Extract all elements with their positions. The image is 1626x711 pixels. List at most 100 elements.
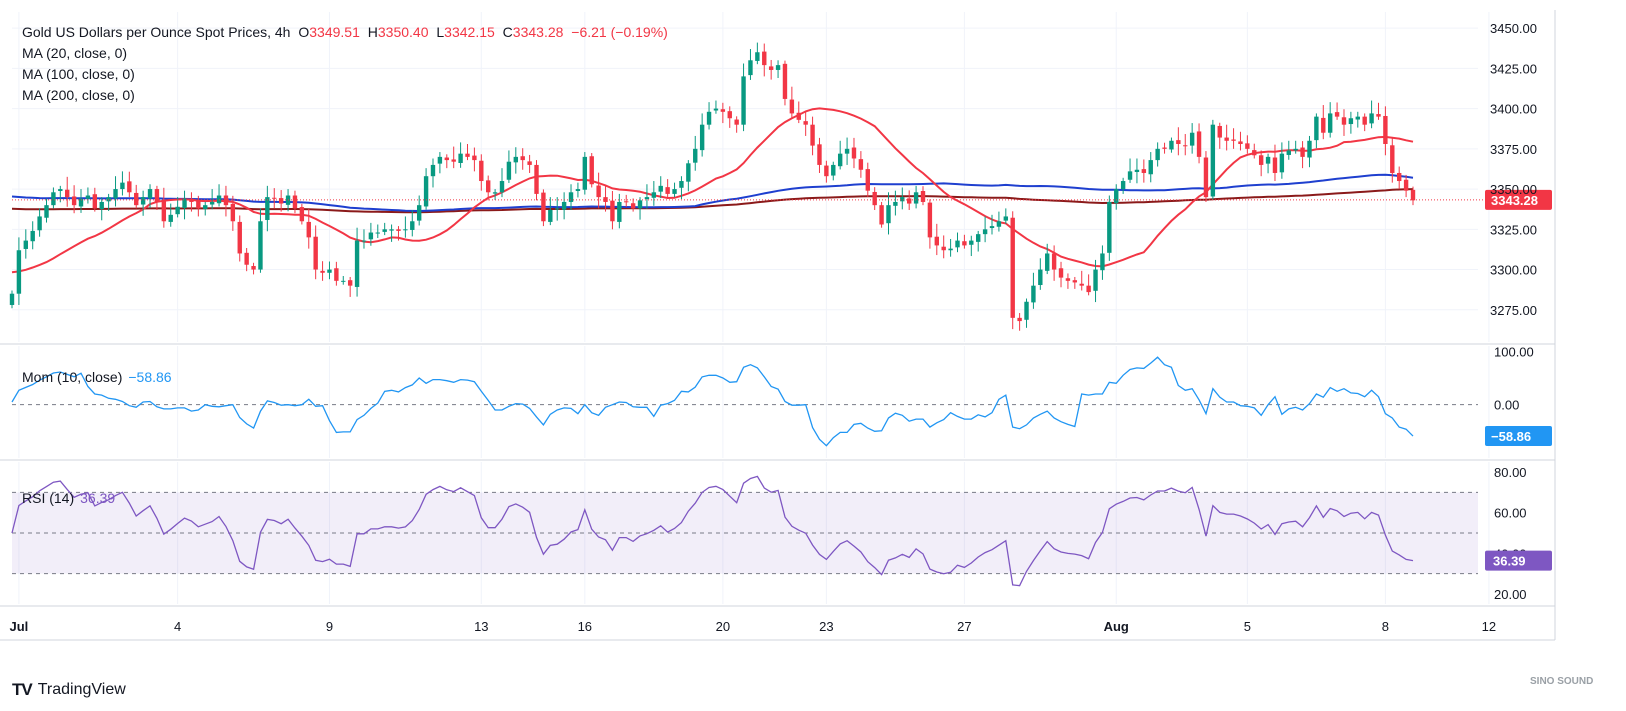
candle-body — [1279, 153, 1285, 173]
candle — [154, 185, 160, 210]
candle — [686, 160, 691, 192]
candle — [1314, 113, 1319, 149]
candle — [182, 190, 187, 220]
candle — [1079, 270, 1084, 291]
candle — [1058, 261, 1064, 288]
candle — [416, 195, 422, 226]
candle-body — [996, 221, 1002, 227]
candle-body — [1010, 217, 1015, 318]
candle-body — [755, 52, 760, 61]
candle-body — [230, 203, 236, 222]
price-axis-tick: 3400.00 — [1490, 102, 1537, 117]
candle-body — [92, 194, 98, 209]
candle-body — [1176, 140, 1181, 144]
candle — [844, 137, 850, 165]
candle — [147, 184, 153, 209]
candle-body — [306, 221, 311, 238]
tradingview-branding[interactable]: TV TradingView — [12, 680, 126, 700]
candle — [1127, 158, 1133, 183]
time-axis-tick: 16 — [578, 619, 592, 634]
candle-body — [1327, 113, 1333, 133]
candle-body — [368, 232, 374, 240]
candle-body — [575, 189, 581, 192]
candle-body — [1210, 124, 1216, 197]
candle-body — [1155, 148, 1160, 161]
candle — [1141, 159, 1147, 183]
candle-body — [23, 240, 29, 249]
candle — [996, 211, 1002, 232]
candle — [1403, 174, 1409, 198]
ma100-line — [11, 173, 1414, 213]
candle — [347, 276, 353, 297]
ma100-legend: MA (100, close, 0) — [22, 66, 135, 82]
rsi-value: 36.39 — [80, 490, 116, 506]
candle — [1120, 177, 1126, 194]
candle — [699, 113, 705, 157]
candle — [23, 229, 29, 259]
candle-body — [1238, 141, 1243, 144]
candle-body — [113, 189, 118, 199]
candle — [582, 152, 588, 195]
candle — [458, 142, 463, 168]
candle — [1362, 113, 1367, 132]
candle-body — [396, 229, 401, 231]
candle-body — [1341, 117, 1347, 125]
candle — [1162, 142, 1167, 154]
candle — [741, 63, 746, 132]
candle — [962, 234, 967, 249]
time-axis-tick: 5 — [1244, 619, 1251, 634]
candle — [541, 189, 546, 227]
candle-body — [147, 189, 153, 199]
candle-body — [1100, 253, 1105, 271]
candle-body — [610, 200, 615, 222]
candle-body — [1355, 116, 1360, 120]
candle-body — [1017, 317, 1022, 322]
candle — [1334, 102, 1340, 120]
candle-body — [292, 195, 298, 209]
candle — [706, 102, 712, 130]
high-value: 3350.40 — [377, 24, 429, 40]
candle-body — [120, 182, 125, 190]
candle-body — [789, 99, 795, 114]
candle-body — [1114, 189, 1119, 204]
candle — [1279, 142, 1285, 179]
candle-body — [734, 119, 739, 125]
candle — [9, 290, 15, 309]
candle-body — [1189, 132, 1195, 146]
candle — [334, 261, 339, 286]
candle — [1327, 102, 1333, 138]
price-axis-tick: 3375.00 — [1490, 142, 1537, 157]
candle — [313, 225, 318, 280]
candle — [1010, 211, 1015, 330]
candle-body — [320, 270, 325, 273]
candle — [230, 195, 236, 231]
candle — [644, 184, 650, 209]
candle-body — [327, 269, 332, 273]
candle-body — [127, 181, 132, 193]
candle — [479, 154, 484, 191]
candle — [1258, 150, 1264, 177]
candle — [85, 187, 91, 204]
candle — [1100, 245, 1105, 280]
candle-body — [1396, 172, 1402, 182]
candle — [486, 175, 491, 201]
candle-body — [506, 161, 512, 180]
candle-body — [1079, 283, 1084, 286]
candle-body — [837, 153, 843, 167]
candle — [679, 176, 684, 200]
candle — [927, 199, 933, 249]
candle-body — [78, 198, 84, 207]
candle — [513, 147, 519, 174]
candle-body — [154, 189, 160, 202]
change-value: −6.21 (−0.19%) — [571, 24, 668, 40]
candle — [375, 224, 380, 239]
candle — [1024, 298, 1029, 328]
candle — [16, 237, 22, 305]
candle-body — [1376, 114, 1381, 117]
candle — [1210, 119, 1216, 200]
candle — [382, 222, 387, 236]
candle-body — [1348, 118, 1354, 125]
price-axis-tick: 3300.00 — [1490, 263, 1537, 278]
candle-body — [1390, 145, 1395, 173]
